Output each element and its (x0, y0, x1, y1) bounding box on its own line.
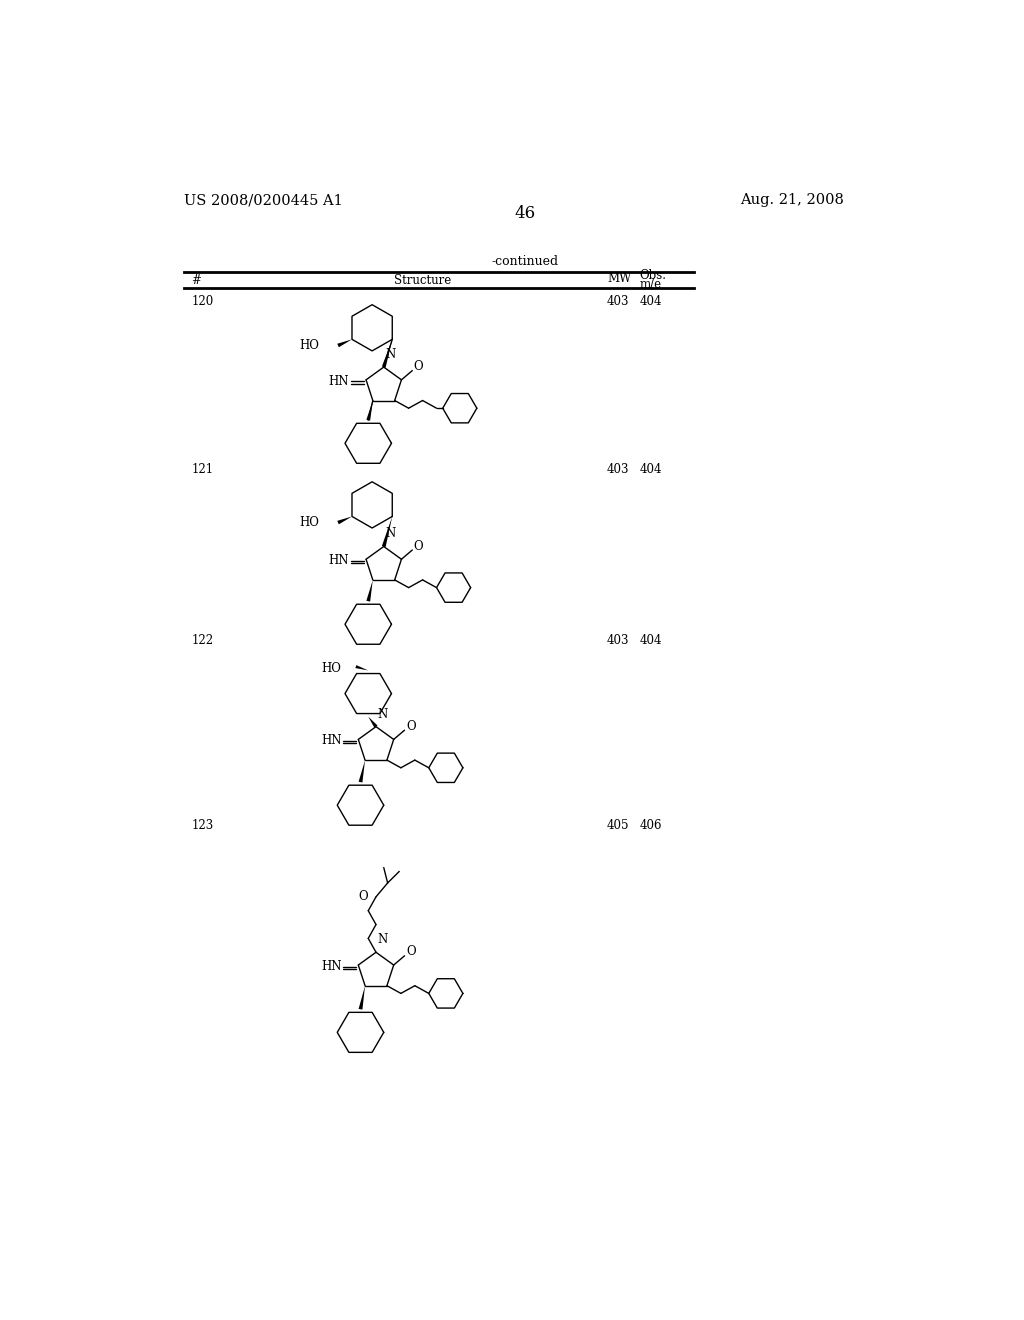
Text: 403: 403 (607, 462, 630, 475)
Text: 120: 120 (191, 296, 214, 309)
Text: N: N (378, 933, 388, 946)
Text: Obs.: Obs. (640, 269, 667, 282)
Text: US 2008/0200445 A1: US 2008/0200445 A1 (183, 193, 343, 207)
Polygon shape (382, 339, 392, 368)
Polygon shape (369, 717, 378, 727)
Text: N: N (385, 348, 395, 360)
Text: 403: 403 (607, 296, 630, 309)
Text: O: O (407, 945, 416, 958)
Text: 406: 406 (640, 818, 662, 832)
Text: 121: 121 (191, 462, 214, 475)
Text: 46: 46 (514, 205, 536, 222)
Text: O: O (414, 360, 424, 374)
Text: Aug. 21, 2008: Aug. 21, 2008 (740, 193, 844, 207)
Text: 404: 404 (640, 635, 662, 647)
Polygon shape (367, 400, 373, 421)
Polygon shape (355, 665, 369, 671)
Text: O: O (407, 719, 416, 733)
Text: HN: HN (329, 375, 349, 388)
Text: HN: HN (321, 960, 341, 973)
Text: HN: HN (321, 734, 341, 747)
Text: O: O (358, 890, 369, 903)
Polygon shape (358, 760, 366, 783)
Polygon shape (337, 339, 352, 347)
Text: HN: HN (329, 554, 349, 568)
Text: #: # (191, 275, 202, 286)
Text: -continued: -continued (492, 255, 558, 268)
Text: HO: HO (300, 339, 319, 352)
Text: 405: 405 (607, 818, 630, 832)
Polygon shape (337, 516, 352, 524)
Text: 404: 404 (640, 462, 662, 475)
Text: HO: HO (322, 663, 341, 676)
Text: N: N (378, 708, 388, 721)
Text: m/e: m/e (640, 277, 662, 290)
Text: 403: 403 (607, 635, 630, 647)
Polygon shape (358, 986, 366, 1010)
Polygon shape (382, 516, 392, 546)
Polygon shape (367, 579, 373, 602)
Text: 404: 404 (640, 296, 662, 309)
Text: 123: 123 (191, 818, 214, 832)
Text: N: N (385, 527, 395, 540)
Text: MW: MW (607, 272, 631, 285)
Text: Structure: Structure (394, 275, 452, 286)
Text: O: O (414, 540, 424, 553)
Text: 122: 122 (191, 635, 214, 647)
Text: HO: HO (300, 516, 319, 529)
